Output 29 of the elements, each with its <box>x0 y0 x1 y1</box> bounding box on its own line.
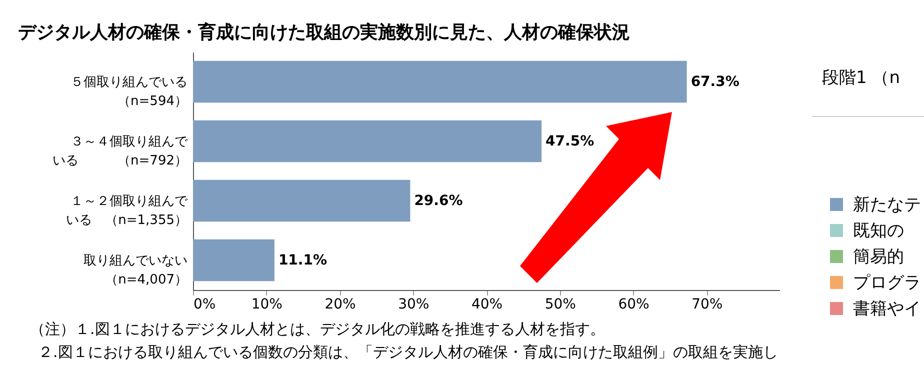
x-tick-label: 60% <box>618 296 650 312</box>
x-tick-label: 40% <box>471 296 503 312</box>
x-tick-label: 30% <box>398 296 430 312</box>
text: ２.図１における取り組んでいる個数の分類は、「デジタル人材の確保・育成に向けた取組例」の取組を実施し <box>37 342 778 363</box>
bar <box>193 60 687 103</box>
y-tick-label: ３～４個取り組んでいる （n=792） <box>52 134 188 168</box>
x-tick-label: 50% <box>544 296 576 312</box>
legend-label: 新たなテ <box>853 194 921 216</box>
y-tick-label: ５個取り組んでいる（n=594） <box>70 74 188 109</box>
legend-label: 書籍やイ <box>853 298 921 320</box>
x-tick-label: 10% <box>251 296 282 312</box>
legend-label: 既知の <box>853 220 904 242</box>
text: 段階1 （n <box>821 67 901 90</box>
legend-label: プログラ <box>853 272 921 294</box>
y-tick-label: 取り組んでいない（n=4,007） <box>84 253 188 288</box>
bar <box>193 120 542 162</box>
data-label: 11.1% <box>278 252 328 268</box>
chart-title: デジタル人材の確保・育成に向けた取組の実施数別に見た、人材の確保状況 <box>18 21 630 43</box>
text: （注）１.図１におけるデジタル人材とは、デジタル化の戦略を推進する人材を指す。 <box>29 319 606 340</box>
legend-label: 簡易的 <box>853 246 904 268</box>
data-label: 47.5% <box>546 133 594 150</box>
data-label: 67.3% <box>690 74 740 90</box>
x-tick-label: 20% <box>324 296 356 312</box>
x-tick-label: 0% <box>194 296 216 312</box>
bar <box>193 180 410 222</box>
bar <box>193 239 274 282</box>
x-tick-label: 70% <box>692 296 723 312</box>
data-label: 29.6% <box>414 192 463 209</box>
y-tick-label: １～２個取り組んでいる （n=1,355） <box>66 194 188 228</box>
